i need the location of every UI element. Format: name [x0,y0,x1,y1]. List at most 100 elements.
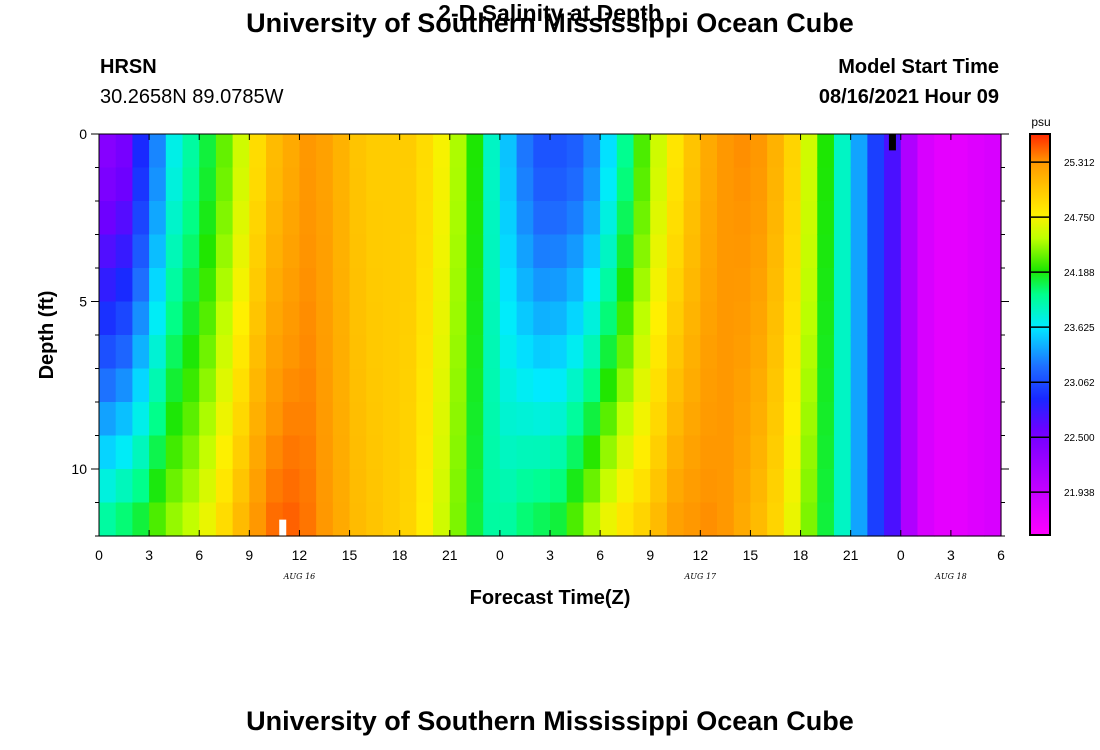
heatmap-cell [650,402,668,437]
heatmap-cell [132,435,150,470]
heatmap-cell [533,167,551,202]
heatmap-cell [850,134,868,169]
heatmap-cell [132,167,150,202]
heatmap-cell [416,234,434,269]
heatmap-cell [566,368,584,403]
heatmap-cell [516,469,534,504]
heatmap-cell [934,368,952,403]
heatmap-cell [466,335,484,370]
heatmap-cell [516,402,534,437]
heatmap-cell [249,301,267,336]
heatmap-cell [466,234,484,269]
heatmap-cell [199,301,217,336]
heatmap-cell [115,134,133,169]
x-tick-label: 6 [195,547,203,563]
heatmap-cell [449,368,468,403]
heatmap-cell [984,301,1002,336]
heatmap-cell [199,368,217,403]
heatmap-cell [466,502,484,537]
y-tick-label: 5 [79,294,87,310]
y-tick-label: 10 [71,461,87,477]
heatmap-cell [566,301,584,336]
heatmap-cell [349,368,367,403]
heatmap-cell [232,134,250,169]
heatmap-cell [767,469,785,504]
heatmap-cell [182,301,200,336]
heatmap-cell [700,435,718,470]
heatmap-cell [416,368,434,403]
heatmap-cell [316,435,334,470]
x-tick-label: 18 [793,547,809,563]
heatmap-cell [316,167,334,202]
heatmap-cell [266,201,284,236]
heatmap-cell [316,301,334,336]
heatmap-cell [199,469,217,504]
heatmap-cell [115,368,133,403]
heatmap-cell [115,335,133,370]
heatmap-cell [583,167,601,202]
heatmap-cell [733,469,752,504]
heatmap-cell [366,234,384,269]
heatmap-cell [499,134,518,169]
heatmap-cell [800,368,818,403]
heatmap-cell [884,435,902,470]
heatmap-cell [416,134,434,169]
heatmap-cell [800,167,818,202]
heatmap-cell [950,201,969,236]
heatmap-cell [850,234,868,269]
heatmap-cell [399,301,417,336]
heatmap-cell [516,234,534,269]
heatmap-cell [215,435,234,470]
heatmap-cell [332,335,351,370]
heatmap-cell [349,301,367,336]
y-axis: 0 5 10 [71,126,1009,537]
heatmap-cell [800,402,818,437]
heatmap-cell [666,301,685,336]
heatmap-cell [767,402,785,437]
heatmap-cell [149,402,167,437]
heatmap-cell [917,502,935,537]
heatmap-cell [867,402,885,437]
heatmap-cell [783,368,802,403]
heatmap-cell [382,134,401,169]
heatmap-cell [817,268,835,303]
heatmap-markers [279,134,896,536]
heatmap-cell [132,335,150,370]
heatmap-cell [483,167,501,202]
x-tick-label: 21 [442,547,458,563]
heatmap-cell [700,167,718,202]
heatmap-cell [266,268,284,303]
heatmap-cell [282,335,301,370]
heatmap-cell [650,469,668,504]
heatmap-cell [950,234,969,269]
heatmap-cell [783,402,802,437]
heatmap-cell [800,268,818,303]
heatmap-cell [767,134,785,169]
heatmap-cell [850,368,868,403]
heatmap-cell [967,502,985,537]
heatmap-cell [516,301,534,336]
heatmap-cell [533,402,551,437]
heatmap-cell [550,368,568,403]
heatmap-cell [99,301,117,336]
heatmap-cell [967,268,985,303]
heatmap-cell [416,167,434,202]
heatmap-cell [433,134,451,169]
heatmap-cell [700,335,718,370]
heatmap-cell [199,134,217,169]
heatmap-cell [950,469,969,504]
heatmap-cell [984,402,1002,437]
heatmap-cell [433,502,451,537]
heatmap-cell [633,368,651,403]
heatmap-cell [900,469,919,504]
heatmap-cell [833,134,852,169]
heatmap-cell [499,268,518,303]
heatmap-cell [800,234,818,269]
heatmap-cell [499,368,518,403]
x-tick-label: 21 [843,547,859,563]
heatmap-cell [934,301,952,336]
heatmap-cell [215,335,234,370]
heatmap-cell [600,335,618,370]
x-tick-label: 0 [496,547,504,563]
